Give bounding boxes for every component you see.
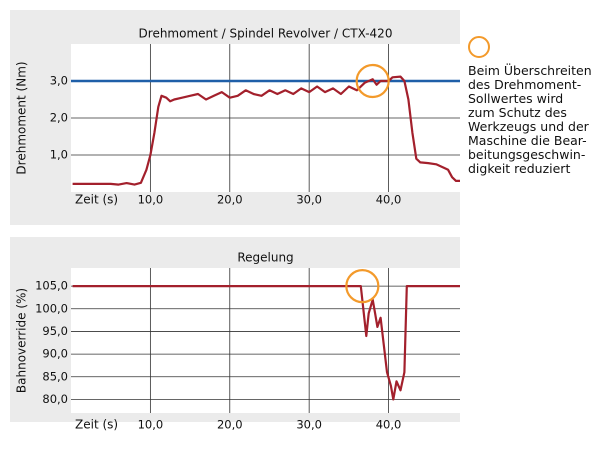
annotation-line: Sollwertes wird bbox=[468, 91, 564, 106]
annotation-line: des Drehmoment- bbox=[468, 77, 582, 92]
x-tick-label: 10,0 bbox=[138, 418, 164, 432]
x-axis-label: Zeit (s) bbox=[75, 418, 118, 432]
data-line bbox=[72, 75, 460, 186]
data-line bbox=[72, 285, 460, 401]
x-tick-label: 40,0 bbox=[376, 193, 402, 207]
annotation-line: Beim Überschreiten bbox=[468, 63, 592, 78]
x-tick-label: 10,0 bbox=[138, 193, 164, 207]
y-tick-label: 90,0 bbox=[42, 347, 68, 361]
x-tick-label: 30,0 bbox=[296, 193, 322, 207]
highlight-circle bbox=[345, 269, 380, 304]
annotation-line: beitungsgeschwin- bbox=[468, 147, 586, 162]
y-tick-label: 100,0 bbox=[35, 301, 68, 315]
y-tick-label: 3,0 bbox=[50, 74, 68, 88]
x-tick-label: 30,0 bbox=[296, 418, 322, 432]
x-tick-label: 20,0 bbox=[217, 418, 243, 432]
legend-circle bbox=[468, 36, 490, 58]
y-tick-label: 95,0 bbox=[42, 324, 68, 338]
y-tick-label: 2,0 bbox=[50, 111, 68, 125]
annotation-line: zum Schutz des bbox=[468, 105, 567, 120]
annotation: Beim Überschreiten des Drehmoment- Sollwer… bbox=[468, 64, 608, 176]
y-axis-label: Drehmoment (Nm) bbox=[15, 61, 29, 174]
x-axis-label: Zeit (s) bbox=[75, 193, 118, 207]
annotation-line: digkeit reduziert bbox=[468, 161, 571, 176]
x-tick-label: 20,0 bbox=[217, 193, 243, 207]
y-tick-label: 105,0 bbox=[35, 279, 68, 293]
chart-title: Regelung bbox=[237, 251, 293, 265]
y-axis-label: Bahnoverride (%) bbox=[15, 288, 29, 393]
annotation-line: Werkzeugs und der bbox=[468, 119, 589, 134]
y-tick-label: 85,0 bbox=[42, 369, 68, 383]
plot-area bbox=[71, 268, 460, 413]
highlight-circle bbox=[355, 63, 390, 99]
chart-title: Drehmoment / Spindel Revolver / CTX-420 bbox=[139, 27, 393, 41]
x-tick-label: 40,0 bbox=[376, 418, 402, 432]
y-tick-label: 80,0 bbox=[42, 392, 68, 406]
y-tick-label: 1,0 bbox=[50, 148, 68, 162]
annotation-line: Maschine die Bear- bbox=[468, 133, 587, 148]
